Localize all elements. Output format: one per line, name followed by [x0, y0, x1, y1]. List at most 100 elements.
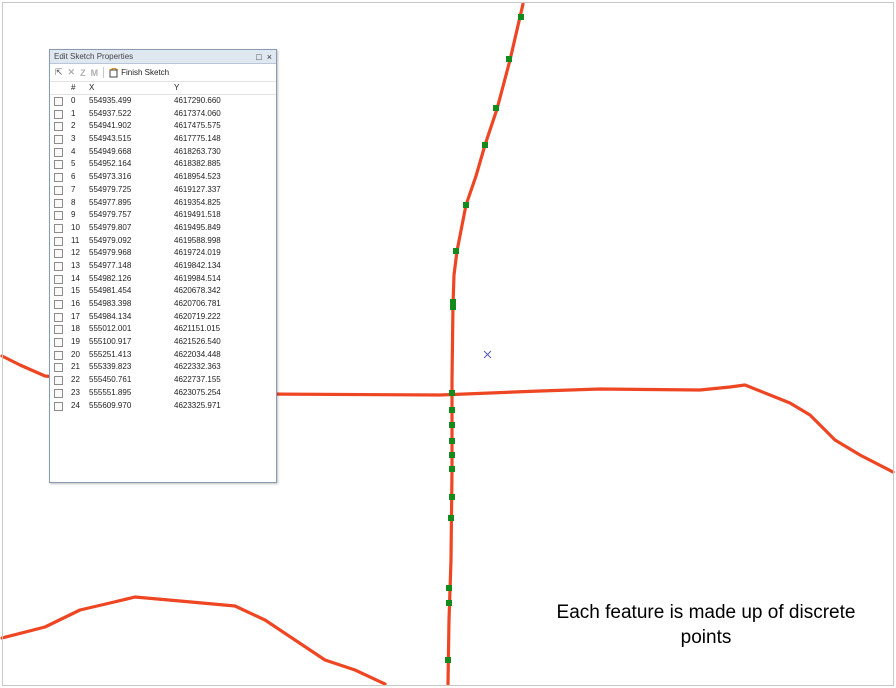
vertex-marker[interactable]	[449, 494, 455, 500]
table-row[interactable]: 9 554979.757 4619491.518	[50, 209, 276, 222]
vertex-y[interactable]: 4622034.448	[174, 349, 221, 359]
vertex-marker[interactable]	[463, 202, 469, 208]
vertex-marker[interactable]	[445, 657, 451, 663]
vertex-x[interactable]: 554977.895	[89, 197, 132, 207]
vertex-y[interactable]: 4619127.337	[174, 184, 221, 194]
column-header-y[interactable]: Y	[174, 83, 180, 92]
vertex-y[interactable]: 4622332.363	[174, 362, 221, 372]
table-row[interactable]: 19 555100.917 4621526.540	[50, 336, 276, 349]
row-checkbox[interactable]	[54, 223, 63, 233]
vertex-y[interactable]: 4622737.155	[174, 375, 221, 385]
row-checkbox[interactable]	[54, 211, 63, 221]
vertex-y[interactable]: 4617374.060	[174, 108, 221, 118]
row-checkbox[interactable]	[54, 401, 63, 411]
vertex-marker[interactable]	[446, 585, 452, 591]
row-checkbox[interactable]	[54, 160, 63, 170]
vertex-marker[interactable]	[482, 142, 488, 148]
row-checkbox[interactable]	[54, 109, 63, 119]
vertex-marker[interactable]	[493, 105, 499, 111]
vertex-x[interactable]: 554979.725	[89, 184, 132, 194]
table-row[interactable]: 6 554973.316 4618954.523	[50, 171, 276, 184]
row-checkbox[interactable]	[54, 338, 63, 348]
vertex-marker[interactable]	[450, 304, 456, 310]
vertex-x[interactable]: 554979.092	[89, 235, 132, 245]
vertex-x[interactable]: 554973.316	[89, 172, 132, 182]
restore-window-icon[interactable]: □	[256, 51, 262, 62]
vertex-y[interactable]: 4619724.019	[174, 248, 221, 258]
vertex-y[interactable]: 4618382.885	[174, 159, 221, 169]
table-row[interactable]: 17 554984.134 4620719.222	[50, 311, 276, 324]
vertex-x[interactable]: 555339.823	[89, 362, 132, 372]
table-row[interactable]: 18 555012.001 4621151.015	[50, 323, 276, 336]
select-vertex-tool-icon[interactable]: ⇱	[55, 67, 63, 77]
row-checkbox[interactable]	[54, 147, 63, 157]
table-row[interactable]: 2 554941.902 4617475.575	[50, 120, 276, 133]
finish-sketch-button[interactable]: Finish Sketch	[109, 67, 169, 78]
z-value-icon[interactable]: Z	[80, 67, 86, 78]
row-checkbox[interactable]	[54, 363, 63, 373]
table-row[interactable]: 7 554979.725 4619127.337	[50, 184, 276, 197]
vertex-marker[interactable]	[449, 390, 455, 396]
table-row[interactable]: 16 554983.398 4620706.781	[50, 298, 276, 311]
table-row[interactable]: 0 554935.499 4617290.660	[50, 95, 276, 108]
vertex-y[interactable]: 4619495.849	[174, 222, 221, 232]
m-value-icon[interactable]: M	[90, 67, 99, 78]
row-checkbox[interactable]	[54, 122, 63, 132]
column-header-index[interactable]: #	[71, 83, 76, 92]
vertex-x[interactable]: 555609.970	[89, 400, 132, 410]
row-checkbox[interactable]	[54, 376, 63, 386]
vertex-x[interactable]: 554949.668	[89, 146, 132, 156]
vertex-y[interactable]: 4620719.222	[174, 311, 221, 321]
delete-vertex-icon[interactable]: ✕	[67, 67, 76, 77]
vertex-y[interactable]: 4621526.540	[174, 337, 221, 347]
road-vertical[interactable]	[446, 2, 525, 686]
vertex-y[interactable]: 4620706.781	[174, 299, 221, 308]
vertex-y[interactable]: 4619588.998	[174, 235, 221, 245]
vertex-y[interactable]: 4617475.575	[174, 121, 221, 131]
table-row[interactable]: 4 554949.668 4618263.730	[50, 146, 276, 159]
vertex-x[interactable]: 554935.499	[89, 96, 132, 105]
row-checkbox[interactable]	[54, 97, 63, 106]
vertex-x[interactable]: 554984.134	[89, 311, 132, 321]
row-checkbox[interactable]	[54, 135, 63, 145]
vertex-y[interactable]: 4619354.825	[174, 197, 221, 207]
vertex-x[interactable]: 555251.413	[89, 349, 132, 359]
vertex-x[interactable]: 554982.126	[89, 273, 132, 283]
column-header-x[interactable]: X	[89, 83, 95, 92]
vertex-y[interactable]: 4623325.971	[174, 400, 221, 410]
table-row[interactable]: 23 555551.895 4623075.254	[50, 387, 276, 400]
row-checkbox[interactable]	[54, 236, 63, 246]
vertex-y[interactable]: 4619491.518	[174, 210, 221, 220]
table-row[interactable]: 15 554981.454 4620678.342	[50, 285, 276, 298]
vertex-marker[interactable]	[518, 14, 524, 20]
vertex-x[interactable]: 555012.001	[89, 324, 132, 334]
table-row[interactable]: 21 555339.823 4622332.363	[50, 361, 276, 374]
vertex-marker[interactable]	[453, 248, 459, 254]
vertex-x[interactable]: 554941.902	[89, 121, 132, 131]
road-bottom-left[interactable]	[0, 595, 387, 686]
vertex-y[interactable]: 4620678.342	[174, 286, 221, 296]
vertex-x[interactable]: 554937.522	[89, 108, 132, 118]
table-row[interactable]: 10 554979.807 4619495.849	[50, 222, 276, 235]
vertex-x[interactable]: 554979.757	[89, 210, 132, 220]
vertex-marker[interactable]	[450, 299, 456, 305]
vertex-marker[interactable]	[449, 407, 455, 413]
table-row[interactable]: 12 554979.968 4619724.019	[50, 247, 276, 260]
vertex-x[interactable]: 554952.164	[89, 159, 132, 169]
vertex-x[interactable]: 554979.807	[89, 222, 132, 232]
row-checkbox[interactable]	[54, 312, 63, 322]
table-row[interactable]: 13 554977.148 4619842.134	[50, 260, 276, 273]
vertex-x[interactable]: 554943.515	[89, 134, 132, 144]
vertex-x[interactable]: 554983.398	[89, 299, 132, 308]
vertex-marker[interactable]	[449, 422, 455, 428]
vertex-y[interactable]: 4617775.148	[174, 134, 221, 144]
row-checkbox[interactable]	[54, 287, 63, 297]
vertex-x[interactable]: 555100.917	[89, 337, 132, 347]
vertex-y[interactable]: 4621151.015	[174, 324, 221, 334]
vertex-x[interactable]: 554977.148	[89, 260, 132, 270]
close-icon[interactable]: ×	[266, 51, 272, 62]
vertex-x[interactable]: 555551.895	[89, 387, 132, 397]
vertex-marker[interactable]	[446, 600, 452, 606]
row-checkbox[interactable]	[54, 388, 63, 398]
row-checkbox[interactable]	[54, 261, 63, 271]
